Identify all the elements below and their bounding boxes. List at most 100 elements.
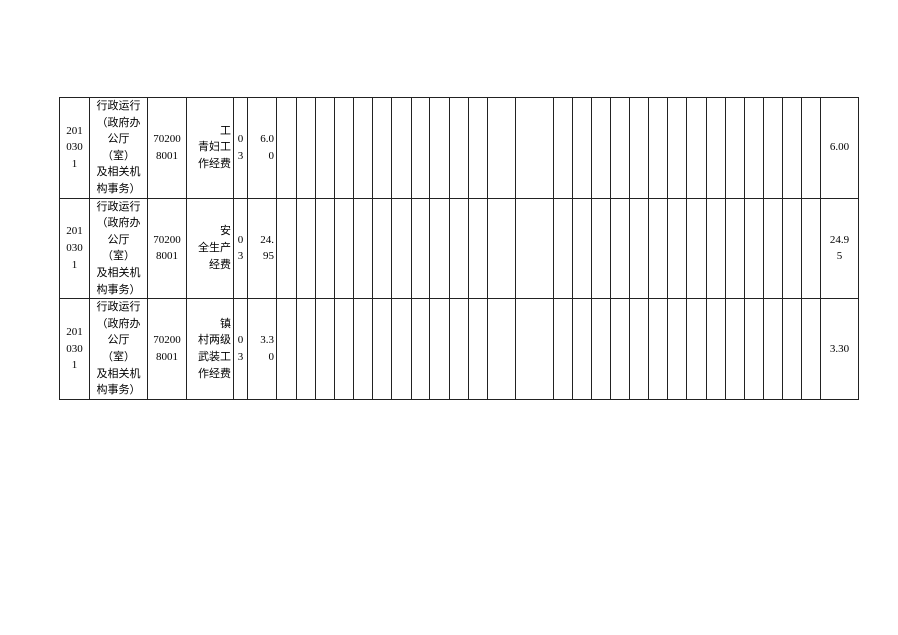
empty-cell xyxy=(429,197,450,300)
empty-cell xyxy=(725,97,745,199)
empty-cell xyxy=(744,97,764,199)
empty-cell xyxy=(515,197,554,300)
empty-cell xyxy=(610,97,630,199)
category-cell: 行政运行 （政府办 公厅（室） 及相关机 构事务） xyxy=(89,97,148,199)
empty-cell xyxy=(391,298,412,400)
empty-cell xyxy=(315,197,335,300)
empty-cell xyxy=(296,197,316,300)
empty-cell xyxy=(763,298,783,400)
empty-cell xyxy=(610,298,630,400)
empty-cell xyxy=(276,197,297,300)
item-name-cell: 镇 村两级 武装工 作经费 xyxy=(186,298,234,400)
empty-cell xyxy=(296,97,316,199)
table-row: 201 030 1 行政运行 （政府办 公厅（室） 及相关机 构事务） 70200 … xyxy=(59,298,859,400)
empty-cell xyxy=(468,197,488,300)
empty-cell xyxy=(391,97,412,199)
empty-cell xyxy=(629,197,649,300)
type-cell: 0 3 xyxy=(233,197,248,300)
empty-cell xyxy=(801,298,821,400)
empty-cell xyxy=(629,97,649,199)
empty-cell xyxy=(744,197,764,300)
empty-cell xyxy=(296,298,316,400)
subject-code-cell: 201 030 1 xyxy=(59,298,90,400)
empty-cell xyxy=(411,197,430,300)
empty-cell xyxy=(572,298,592,400)
amount-cell: 6.0 0 xyxy=(247,97,277,199)
empty-cell xyxy=(553,97,573,199)
empty-cell xyxy=(468,97,488,199)
empty-cell xyxy=(648,298,668,400)
empty-cell xyxy=(629,298,649,400)
empty-cell xyxy=(744,298,764,400)
item-name-cell: 安 全生产 经费 xyxy=(186,197,234,300)
empty-cell xyxy=(372,298,392,400)
empty-cell xyxy=(782,97,802,199)
empty-cell xyxy=(315,298,335,400)
empty-cell xyxy=(372,97,392,199)
empty-cell xyxy=(515,298,554,400)
empty-cell xyxy=(591,197,611,300)
empty-cell xyxy=(801,97,821,199)
empty-cell xyxy=(686,298,707,400)
empty-cell xyxy=(449,298,469,400)
amount-cell: 3.3 0 xyxy=(247,298,277,400)
empty-cell xyxy=(763,197,783,300)
empty-cell xyxy=(706,197,726,300)
empty-cell xyxy=(725,197,745,300)
total-cell: 3.30 xyxy=(820,298,859,400)
empty-cell xyxy=(429,97,450,199)
category-cell: 行政运行 （政府办 公厅（室） 及相关机 构事务） xyxy=(89,197,148,300)
project-code-cell: 70200 8001 xyxy=(147,197,187,300)
total-cell: 24.9 5 xyxy=(820,197,859,300)
empty-cell xyxy=(487,197,516,300)
type-cell: 0 3 xyxy=(233,97,248,199)
empty-cell xyxy=(315,97,335,199)
empty-cell xyxy=(353,97,373,199)
empty-cell xyxy=(468,298,488,400)
empty-cell xyxy=(572,97,592,199)
empty-cell xyxy=(686,197,707,300)
budget-table: 201 030 1 行政运行 （政府办 公厅（室） 及相关机 构事务） 70200 … xyxy=(59,97,859,400)
empty-cell xyxy=(648,97,668,199)
empty-cell xyxy=(782,197,802,300)
empty-cell xyxy=(276,97,297,199)
empty-cell xyxy=(334,197,354,300)
empty-cell xyxy=(411,97,430,199)
empty-cell xyxy=(487,298,516,400)
empty-cell xyxy=(449,197,469,300)
empty-cell xyxy=(667,197,687,300)
empty-cell xyxy=(353,298,373,400)
empty-cell xyxy=(572,197,592,300)
type-cell: 0 3 xyxy=(233,298,248,400)
empty-cell xyxy=(667,298,687,400)
empty-cell xyxy=(276,298,297,400)
empty-cell xyxy=(553,197,573,300)
empty-cell xyxy=(706,298,726,400)
empty-cell xyxy=(591,298,611,400)
empty-cell xyxy=(801,197,821,300)
item-name-cell: 工 青妇工 作经费 xyxy=(186,97,234,199)
empty-cell xyxy=(610,197,630,300)
empty-cell xyxy=(591,97,611,199)
empty-cell xyxy=(763,97,783,199)
project-code-cell: 70200 8001 xyxy=(147,97,187,199)
empty-cell xyxy=(667,97,687,199)
empty-cell xyxy=(353,197,373,300)
empty-cell xyxy=(334,298,354,400)
empty-cell xyxy=(782,298,802,400)
empty-cell xyxy=(334,97,354,199)
empty-cell xyxy=(515,97,554,199)
empty-cell xyxy=(553,298,573,400)
empty-cell xyxy=(487,97,516,199)
subject-code-cell: 201 030 1 xyxy=(59,197,90,300)
empty-cell xyxy=(372,197,392,300)
subject-code-cell: 201 030 1 xyxy=(59,97,90,199)
empty-cell xyxy=(686,97,707,199)
empty-cell xyxy=(391,197,412,300)
empty-cell xyxy=(706,97,726,199)
empty-cell xyxy=(648,197,668,300)
table-row: 201 030 1 行政运行 （政府办 公厅（室） 及相关机 构事务） 70200 … xyxy=(59,197,859,300)
total-cell: 6.00 xyxy=(820,97,859,199)
empty-cell xyxy=(725,298,745,400)
empty-cell xyxy=(449,97,469,199)
